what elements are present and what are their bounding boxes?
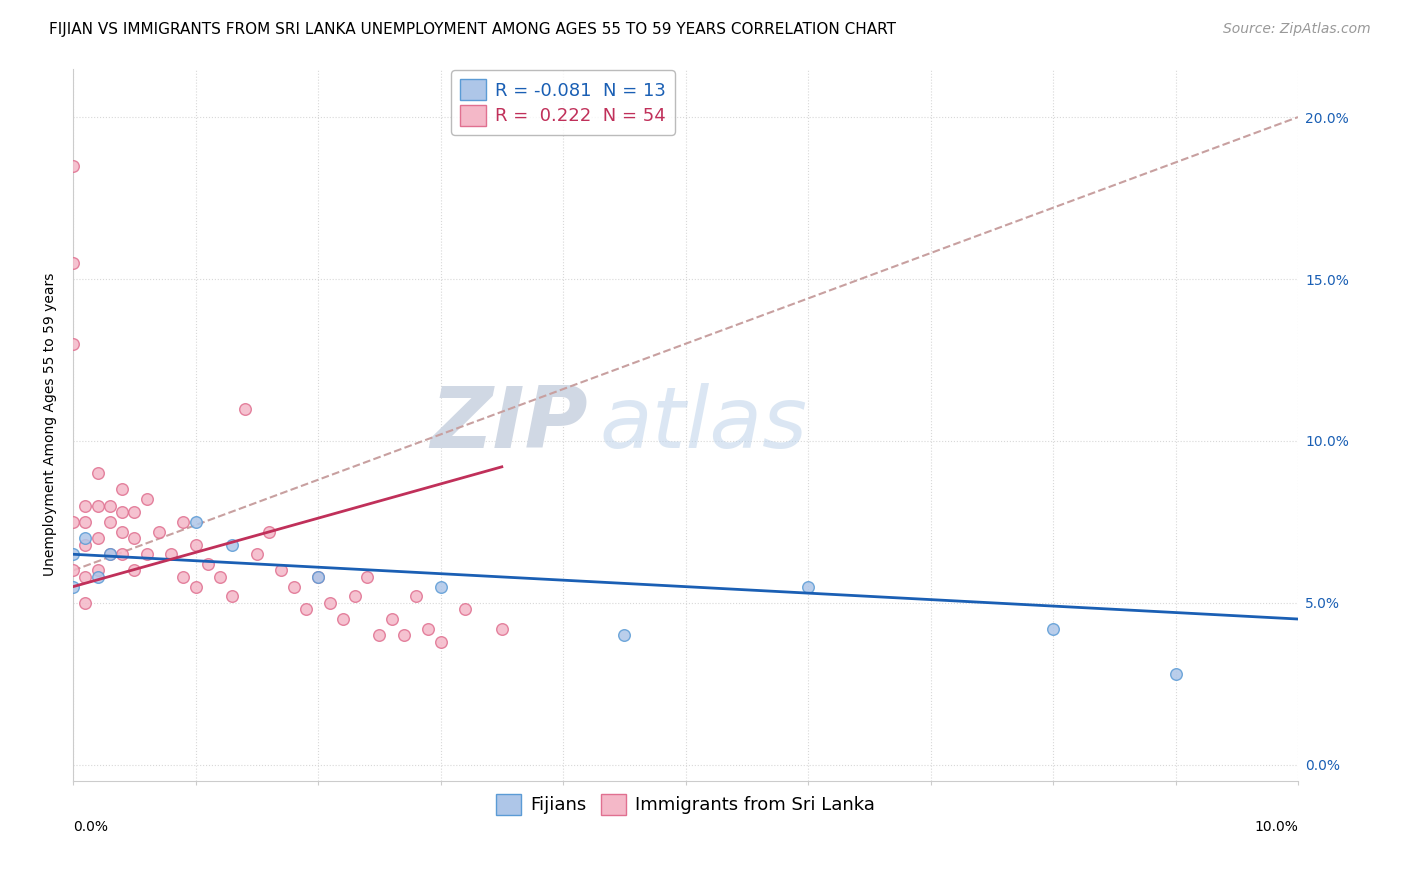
Point: [86, 570, 108, 584]
Point: [221, 590, 243, 604]
Point: [98, 515, 121, 529]
Point: [184, 515, 207, 529]
Point: [613, 628, 636, 642]
Point: [62, 256, 84, 270]
Point: [368, 628, 391, 642]
Point: [332, 612, 354, 626]
Point: [221, 537, 243, 551]
Point: [160, 547, 183, 561]
Point: [62, 159, 84, 173]
Point: [307, 570, 329, 584]
Point: [135, 547, 157, 561]
Point: [111, 483, 134, 497]
Point: [392, 628, 415, 642]
Point: [184, 580, 207, 594]
Point: [75, 537, 97, 551]
Legend: Fijians, Immigrants from Sri Lanka: Fijians, Immigrants from Sri Lanka: [489, 787, 883, 822]
Point: [209, 570, 232, 584]
Point: [62, 515, 84, 529]
Point: [86, 564, 108, 578]
Point: [418, 622, 440, 636]
Point: [98, 499, 121, 513]
Text: atlas: atlas: [600, 384, 808, 467]
Point: [1042, 622, 1064, 636]
Point: [246, 547, 269, 561]
Point: [295, 602, 318, 616]
Point: [797, 580, 820, 594]
Text: 0.0%: 0.0%: [73, 820, 108, 834]
Point: [111, 547, 134, 561]
Point: [270, 564, 292, 578]
Text: Source: ZipAtlas.com: Source: ZipAtlas.com: [1223, 22, 1371, 37]
Point: [307, 570, 329, 584]
Point: [380, 612, 402, 626]
Point: [62, 564, 84, 578]
Text: ZIP: ZIP: [430, 384, 588, 467]
Point: [111, 524, 134, 539]
Point: [86, 467, 108, 481]
Point: [405, 590, 427, 604]
Point: [429, 580, 451, 594]
Point: [124, 531, 146, 545]
Point: [454, 602, 477, 616]
Point: [172, 515, 194, 529]
Point: [75, 499, 97, 513]
Point: [75, 570, 97, 584]
Point: [197, 557, 219, 571]
Point: [257, 524, 280, 539]
Point: [62, 547, 84, 561]
Point: [319, 596, 342, 610]
Point: [124, 505, 146, 519]
Point: [356, 570, 378, 584]
Text: FIJIAN VS IMMIGRANTS FROM SRI LANKA UNEMPLOYMENT AMONG AGES 55 TO 59 YEARS CORRE: FIJIAN VS IMMIGRANTS FROM SRI LANKA UNEM…: [49, 22, 896, 37]
Point: [75, 515, 97, 529]
Point: [148, 524, 170, 539]
Y-axis label: Unemployment Among Ages 55 to 59 years: Unemployment Among Ages 55 to 59 years: [44, 273, 58, 576]
Point: [98, 547, 121, 561]
Point: [135, 492, 157, 507]
Point: [429, 634, 451, 648]
Point: [184, 537, 207, 551]
Point: [75, 596, 97, 610]
Point: [233, 401, 256, 416]
Point: [491, 622, 513, 636]
Point: [75, 531, 97, 545]
Point: [124, 564, 146, 578]
Point: [62, 580, 84, 594]
Point: [111, 505, 134, 519]
Point: [86, 499, 108, 513]
Point: [172, 570, 194, 584]
Point: [343, 590, 366, 604]
Point: [1164, 667, 1187, 681]
Point: [98, 547, 121, 561]
Point: [62, 336, 84, 351]
Point: [86, 531, 108, 545]
Point: [283, 580, 305, 594]
Text: 10.0%: 10.0%: [1254, 820, 1298, 834]
